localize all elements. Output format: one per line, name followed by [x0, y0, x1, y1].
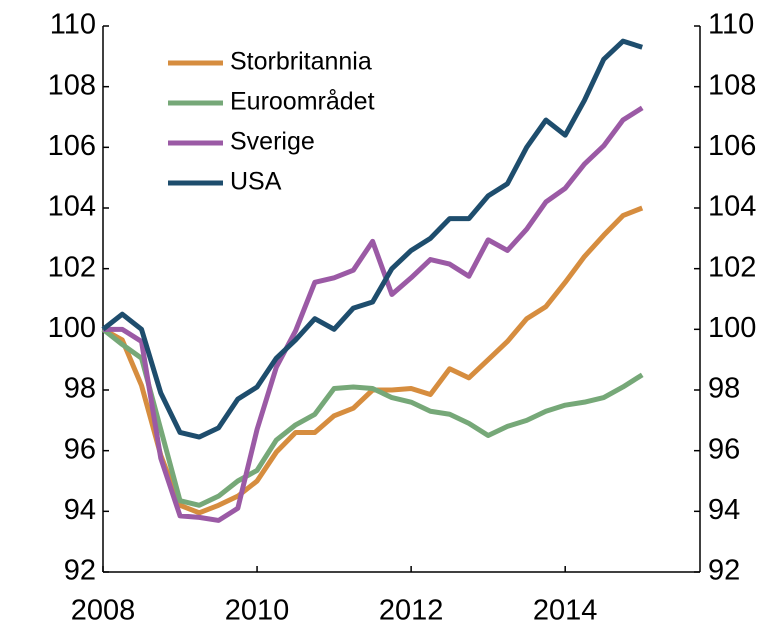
- y2-tick-label: 98: [708, 373, 740, 405]
- legend-label: Sverige: [230, 128, 315, 156]
- x-tick-label: 2008: [71, 595, 136, 627]
- series-line: [101, 205, 644, 516]
- y2-tick-label: 94: [708, 494, 740, 526]
- y2-tick-label: 104: [708, 191, 756, 223]
- series-line: [101, 327, 644, 508]
- y2-tick-label: 92: [708, 555, 740, 587]
- y-tick-label: 94: [64, 494, 96, 526]
- y-tick-label: 96: [64, 433, 96, 465]
- y2-tick-label: 106: [708, 130, 756, 162]
- y-tick-label: 110: [50, 9, 96, 41]
- y-tick-label: 108: [48, 69, 96, 101]
- legend-label: Storbritannia: [230, 48, 372, 76]
- series-line: [101, 38, 643, 440]
- x-tick-label: 2010: [225, 595, 290, 627]
- y-tick-label: 100: [48, 312, 96, 344]
- y-tick-label: 98: [64, 373, 96, 405]
- y-tick-label: 92: [64, 555, 96, 587]
- y2-tick-label: 108: [708, 69, 756, 101]
- y-tick-label: 106: [48, 130, 96, 162]
- legend-label: Euroområdet: [230, 88, 375, 116]
- y-tick-label: 102: [48, 251, 96, 283]
- x-tick-label: 2012: [379, 595, 444, 627]
- y2-tick-label: 100: [708, 312, 756, 344]
- x-tick-label: 2014: [533, 595, 598, 627]
- legend-label: USA: [230, 168, 282, 196]
- y2-tick-label: 96: [708, 433, 740, 465]
- y-tick-label: 104: [48, 191, 96, 223]
- series-line: [103, 105, 644, 523]
- y2-tick-label: 102: [708, 251, 756, 283]
- y2-tick-label: 110: [708, 9, 754, 41]
